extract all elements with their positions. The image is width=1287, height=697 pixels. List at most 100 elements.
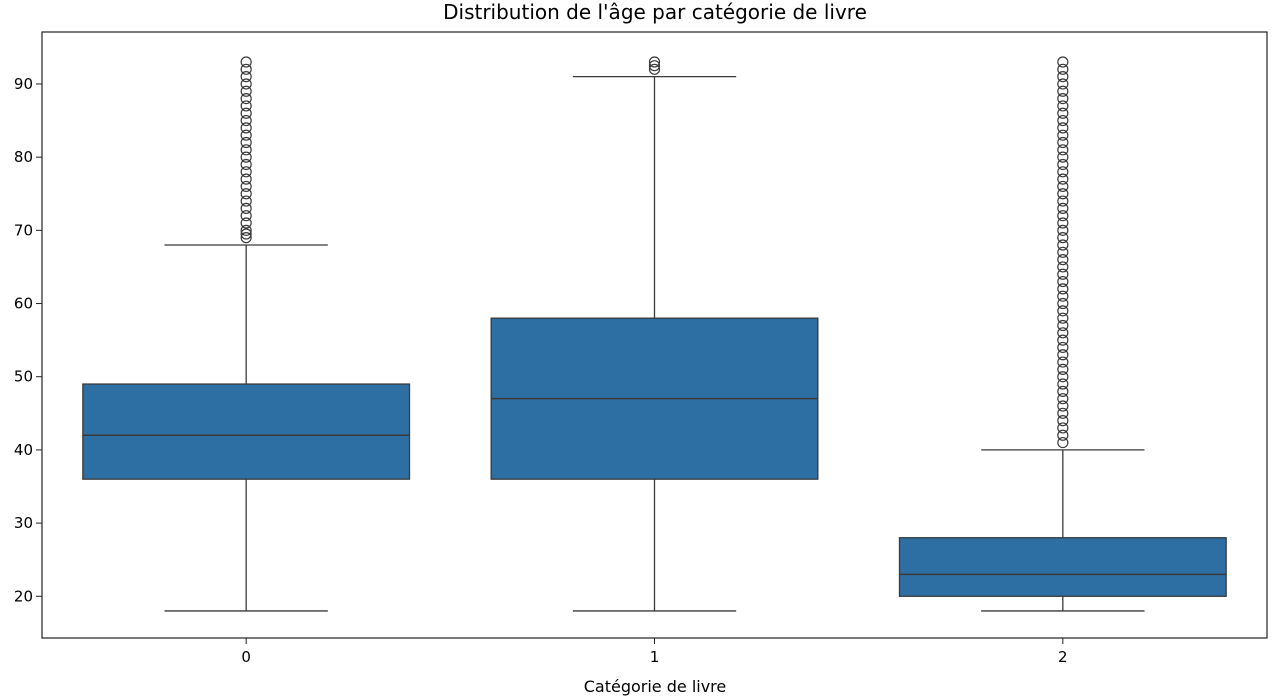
outlier-point	[1057, 63, 1069, 75]
outlier-point	[648, 56, 661, 68]
outlier-point	[1057, 378, 1069, 390]
outlier-point	[1057, 202, 1069, 214]
outlier-point	[240, 195, 252, 207]
outlier-point	[1057, 166, 1069, 178]
outlier-point	[1057, 217, 1069, 229]
outlier-point	[240, 202, 252, 214]
outlier-point	[1057, 429, 1069, 441]
outlier-point	[1057, 122, 1069, 134]
outlier-point	[240, 166, 252, 178]
outlier-point	[240, 56, 252, 68]
box-group-category-0	[82, 56, 411, 612]
outlier-point	[1057, 422, 1069, 434]
outlier-point	[1057, 173, 1069, 185]
chart-title: Distribution de l'âge par catégorie de l…	[443, 0, 867, 24]
outlier-point	[1057, 180, 1069, 193]
outlier-point	[1057, 436, 1069, 449]
outlier-point	[240, 85, 252, 97]
x-tick-label: 0	[241, 648, 251, 666]
outlier-point	[240, 122, 252, 134]
box-group-category-2	[898, 56, 1227, 612]
outlier-point	[1057, 363, 1069, 375]
outlier-point	[1057, 195, 1069, 207]
outlier-point	[648, 60, 661, 72]
outlier-point	[1057, 334, 1069, 346]
outlier-point	[240, 100, 252, 112]
outlier-point	[1057, 341, 1069, 354]
outlier-point	[1057, 129, 1069, 141]
outlier-point	[1057, 210, 1069, 222]
outlier-point	[1057, 93, 1069, 105]
outlier-point	[240, 180, 252, 193]
outlier-point	[240, 232, 252, 244]
outlier-point	[1057, 246, 1069, 258]
outlier-point	[1057, 144, 1069, 156]
outlier-point	[1057, 312, 1069, 324]
y-tick-label: 90	[14, 75, 33, 93]
iqr-box	[82, 383, 411, 480]
y-tick-label: 30	[14, 514, 33, 532]
outlier-point	[240, 63, 252, 75]
outlier-point	[1057, 100, 1069, 112]
x-axis-label: Catégorie de livre	[584, 677, 727, 696]
outlier-point	[240, 210, 252, 222]
outlier-point	[1057, 319, 1069, 332]
outlier-point	[240, 151, 252, 163]
outlier-point	[1057, 56, 1069, 68]
outlier-point	[1057, 415, 1069, 427]
outlier-point	[1057, 268, 1069, 280]
outlier-point	[1057, 224, 1069, 236]
y-tick-label: 70	[14, 221, 33, 239]
outlier-point	[1057, 305, 1069, 317]
outlier-point	[240, 228, 252, 240]
x-tick-label: 1	[650, 648, 660, 666]
outlier-point	[1057, 371, 1069, 383]
outlier-point	[1057, 232, 1069, 244]
outlier-point	[240, 93, 252, 105]
outlier-point	[240, 188, 252, 200]
y-tick-label: 40	[14, 441, 33, 459]
outlier-point	[1057, 327, 1069, 339]
outlier-point	[1057, 400, 1069, 412]
outlier-point	[1057, 349, 1069, 361]
x-tick-label: 2	[1058, 648, 1068, 666]
outlier-point	[1057, 136, 1069, 149]
outlier-point	[648, 63, 661, 75]
outlier-point	[1057, 85, 1069, 97]
outlier-point	[240, 224, 252, 236]
outlier-point	[240, 136, 252, 149]
outlier-point	[1057, 78, 1069, 90]
outlier-point	[1057, 239, 1069, 251]
outlier-point	[240, 158, 252, 171]
outlier-point	[1057, 290, 1069, 302]
outlier-point	[240, 114, 252, 127]
outlier-point	[1057, 71, 1069, 83]
outlier-point	[1057, 158, 1069, 171]
outlier-point	[1057, 356, 1069, 368]
y-tick-label: 50	[14, 368, 33, 386]
outlier-point	[1057, 107, 1069, 119]
outlier-point	[1057, 151, 1069, 163]
outlier-point	[240, 173, 252, 185]
outlier-point	[1057, 114, 1069, 127]
outlier-point	[240, 217, 252, 229]
outlier-point	[1057, 407, 1069, 419]
outlier-point	[1057, 393, 1069, 405]
outlier-point	[240, 129, 252, 141]
outlier-point	[240, 144, 252, 156]
y-tick-label: 80	[14, 148, 33, 166]
y-tick-label: 20	[14, 587, 33, 605]
outlier-point	[1057, 297, 1069, 310]
iqr-box	[898, 537, 1227, 597]
outlier-point	[1057, 283, 1069, 295]
outlier-point	[1057, 188, 1069, 200]
outlier-point	[1057, 261, 1069, 273]
outlier-point	[1057, 275, 1069, 288]
y-tick-label: 60	[14, 295, 33, 313]
outlier-point	[1057, 385, 1069, 397]
outlier-point	[240, 107, 252, 119]
outlier-point	[1057, 254, 1069, 266]
outlier-point	[240, 78, 252, 90]
outlier-point	[240, 71, 252, 83]
